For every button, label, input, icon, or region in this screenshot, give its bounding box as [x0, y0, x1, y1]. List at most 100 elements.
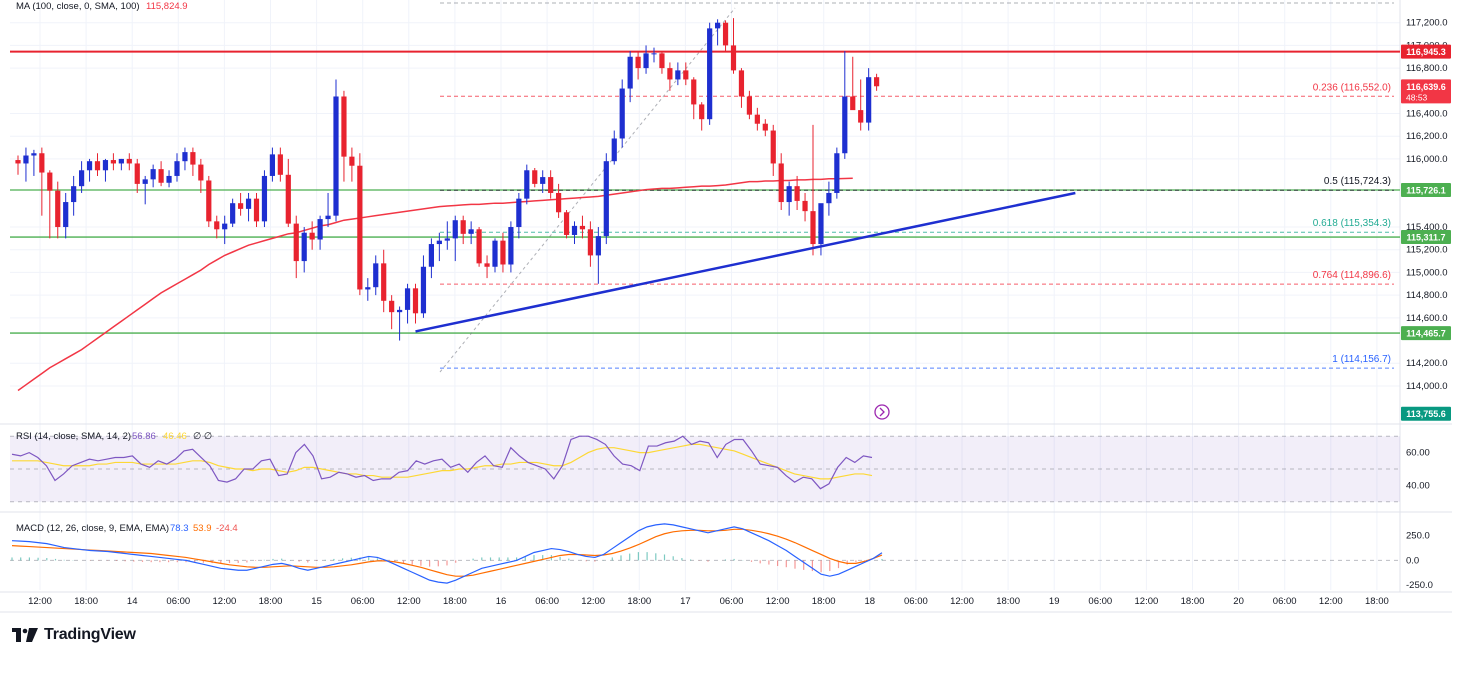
candle-body — [238, 203, 244, 209]
candle-body — [874, 77, 880, 87]
candle-body — [71, 186, 77, 203]
candle-body — [659, 53, 665, 69]
candle-body — [635, 56, 641, 69]
candle-body — [579, 225, 586, 230]
candle-body — [150, 169, 156, 180]
replay-icon[interactable] — [874, 404, 890, 420]
candle-body — [309, 232, 315, 240]
candle-body — [484, 263, 490, 267]
candle-body — [452, 220, 458, 239]
price-tick-label: 116,000.0 — [1406, 154, 1448, 165]
candle-body — [683, 70, 689, 80]
time-tick-label: 19 — [1049, 596, 1060, 607]
macd-signal-line — [11, 528, 883, 577]
candle-body — [595, 236, 601, 256]
candle-body — [389, 300, 395, 313]
time-tick-label: 15 — [311, 596, 322, 607]
time-tick-label: 12:00 — [213, 596, 237, 607]
candle-body — [627, 56, 633, 89]
candle-body — [476, 229, 482, 264]
candle-body — [245, 198, 252, 209]
candles[interactable] — [15, 18, 880, 341]
time-tick-label: 06:00 — [535, 596, 559, 607]
level-price-label: 116,945.3 — [1406, 47, 1446, 57]
tradingview-brand[interactable]: TradingView — [12, 626, 136, 644]
level-price-badge — [1401, 326, 1451, 341]
candle-body — [15, 160, 21, 164]
fib-level-label: 0.5 (115,724.3) — [1324, 176, 1391, 187]
time-tick-label: 12:00 — [397, 596, 421, 607]
candle-body — [571, 225, 578, 235]
level-price-label: 114,465.7 — [1406, 329, 1446, 339]
candle-body — [866, 77, 872, 123]
time-tick-label: 12:00 — [581, 596, 605, 607]
candle-body — [826, 192, 832, 204]
macd-hist-value: -24.4 — [216, 523, 238, 534]
time-tick-label: 06:00 — [351, 596, 375, 607]
macd-line — [11, 523, 883, 584]
time-tick-label: 06:00 — [1088, 596, 1112, 607]
macd-tick-label: 0.0 — [1406, 555, 1419, 566]
price-pane[interactable]: 0.236 (116,552.0) 0.5 (115,724.3) 0.618 (1… — [10, 2, 1400, 392]
macd-value: 78.3 — [170, 523, 189, 534]
candle-body — [365, 287, 371, 290]
candle-body — [770, 130, 776, 164]
time-tick-label: 18:00 — [627, 596, 651, 607]
ascending-trendline — [415, 191, 1076, 333]
candle-body — [540, 177, 546, 184]
time-tick-label: 06:00 — [1273, 596, 1297, 607]
candle-body — [611, 138, 617, 162]
fib-level-label: 1 (114,156.7) — [1332, 354, 1391, 365]
candle-body — [746, 96, 752, 115]
candle-body — [778, 163, 784, 203]
candle-body — [762, 123, 768, 131]
time-tick-label: 18:00 — [812, 596, 836, 607]
candle-body — [333, 96, 339, 216]
candle-body — [500, 240, 506, 265]
candle-body — [412, 288, 419, 314]
rsi-extra: ∅ ∅ — [193, 431, 212, 442]
candle-body — [548, 177, 554, 193]
candle-body — [253, 198, 260, 222]
candle-body — [285, 174, 291, 224]
level-price-badge — [1401, 183, 1451, 198]
price-badge-label: 116,639.6 — [1406, 82, 1446, 92]
candle-body — [397, 309, 403, 313]
price-badge — [1401, 79, 1451, 104]
level-price-badge — [1401, 230, 1451, 245]
candle-body — [858, 110, 864, 123]
candle-body — [420, 266, 427, 314]
time-tick-label: 18:00 — [74, 596, 98, 607]
candle-body — [730, 45, 737, 71]
horizontal-levels — [10, 50, 1400, 334]
candle-body — [134, 163, 140, 184]
price-badges: 116,945.3 115,726.1 115,311.7 114,465.7 116,… — [1401, 44, 1451, 421]
candle-body — [55, 190, 61, 228]
candle-body — [516, 198, 522, 228]
trading-chart[interactable]: 0.236 (116,552.0) 0.5 (115,724.3) 0.618 (1… — [0, 0, 1466, 620]
candle-body — [317, 219, 323, 240]
candle-body — [691, 79, 697, 105]
candle-body — [118, 158, 124, 164]
candle-body — [174, 161, 180, 176]
indicator-legends: MA (100, close, 0, SMA, 100) 115,824.9 RSI… — [16, 1, 238, 534]
level-price-badge — [1401, 44, 1451, 59]
candle-body — [349, 156, 355, 166]
candle-body — [126, 158, 132, 164]
candle-body — [381, 263, 387, 301]
candle-body — [110, 160, 116, 164]
macd-signal-value: 53.9 — [193, 523, 212, 534]
candle-body — [39, 153, 45, 173]
trendline[interactable] — [415, 191, 1076, 333]
ma-legend-value: 115,824.9 — [146, 1, 188, 12]
candle-body — [699, 104, 705, 120]
time-tick-label: 18 — [865, 596, 876, 607]
rsi-legend: RSI (14, close, SMA, 14, 2) — [16, 431, 131, 442]
candle-body — [166, 175, 172, 183]
candle-body — [802, 200, 808, 212]
candle-body — [794, 186, 800, 201]
candle-body — [707, 28, 713, 120]
rsi-value: 56.86 — [132, 431, 156, 442]
price-badge-label: 113,755.6 — [1406, 409, 1446, 419]
candle-body — [94, 161, 101, 171]
